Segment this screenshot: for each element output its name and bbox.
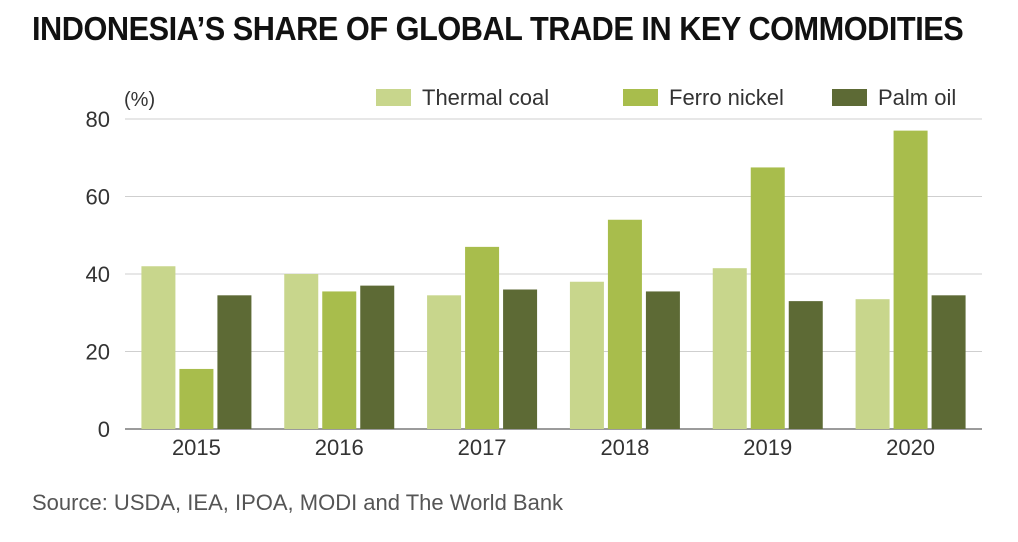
y-tick-label: 60	[86, 185, 110, 210]
bar-thermal-coal-2016	[284, 274, 319, 429]
legend-item-ferro-nickel: Ferro nickel	[623, 85, 784, 110]
y-axis-ticks: 0 20 40 60 80	[86, 107, 110, 442]
gridlines	[125, 118, 982, 430]
x-tick-label: 2017	[458, 435, 507, 460]
legend-item-thermal-coal: Thermal coal	[376, 85, 549, 110]
bar-chart: (%) 0 20 40 60 80 2015 2016 2017 2018 2019 2020 T…	[86, 85, 982, 460]
legend-swatch	[623, 89, 658, 106]
bar-ferro-nickel-2016	[322, 291, 357, 429]
y-tick-label: 80	[86, 107, 110, 132]
bar-palm-oil-2017	[503, 289, 538, 429]
bar-thermal-coal-2018	[569, 281, 604, 429]
bars	[141, 130, 966, 429]
y-tick-label: 0	[98, 417, 110, 442]
y-axis-unit-label: (%)	[124, 89, 155, 111]
y-tick-label: 20	[86, 340, 110, 365]
x-tick-label: 2018	[600, 435, 649, 460]
bar-palm-oil-2018	[645, 291, 680, 429]
bar-ferro-nickel-2015	[179, 368, 214, 429]
legend-label: Palm oil	[878, 85, 956, 110]
y-tick-label: 40	[86, 262, 110, 287]
x-tick-label: 2015	[172, 435, 221, 460]
x-tick-label: 2020	[886, 435, 935, 460]
bar-palm-oil-2016	[360, 285, 395, 429]
bar-palm-oil-2019	[788, 301, 823, 429]
bar-thermal-coal-2015	[141, 266, 176, 429]
x-axis-ticks: 2015 2016 2017 2018 2019 2020	[172, 435, 935, 460]
bar-ferro-nickel-2017	[465, 246, 500, 429]
bar-palm-oil-2015	[217, 295, 252, 429]
bar-ferro-nickel-2020	[893, 130, 928, 429]
chart-title: INDONESIA’S SHARE OF GLOBAL TRADE IN KEY…	[32, 10, 964, 47]
legend-swatch	[376, 89, 411, 106]
bar-thermal-coal-2017	[427, 295, 462, 429]
legend-item-palm-oil: Palm oil	[832, 85, 956, 110]
x-tick-label: 2016	[315, 435, 364, 460]
bar-ferro-nickel-2019	[750, 167, 785, 429]
bar-thermal-coal-2019	[712, 268, 747, 429]
legend-label: Thermal coal	[422, 85, 549, 110]
legend: Thermal coal Ferro nickel Palm oil	[376, 85, 956, 110]
bar-ferro-nickel-2018	[607, 219, 642, 429]
legend-label: Ferro nickel	[669, 85, 784, 110]
x-tick-label: 2019	[743, 435, 792, 460]
legend-swatch	[832, 89, 867, 106]
bar-palm-oil-2020	[931, 295, 966, 429]
source-note: Source: USDA, IEA, IPOA, MODI and The Wo…	[32, 490, 564, 515]
bar-thermal-coal-2020	[855, 299, 890, 429]
